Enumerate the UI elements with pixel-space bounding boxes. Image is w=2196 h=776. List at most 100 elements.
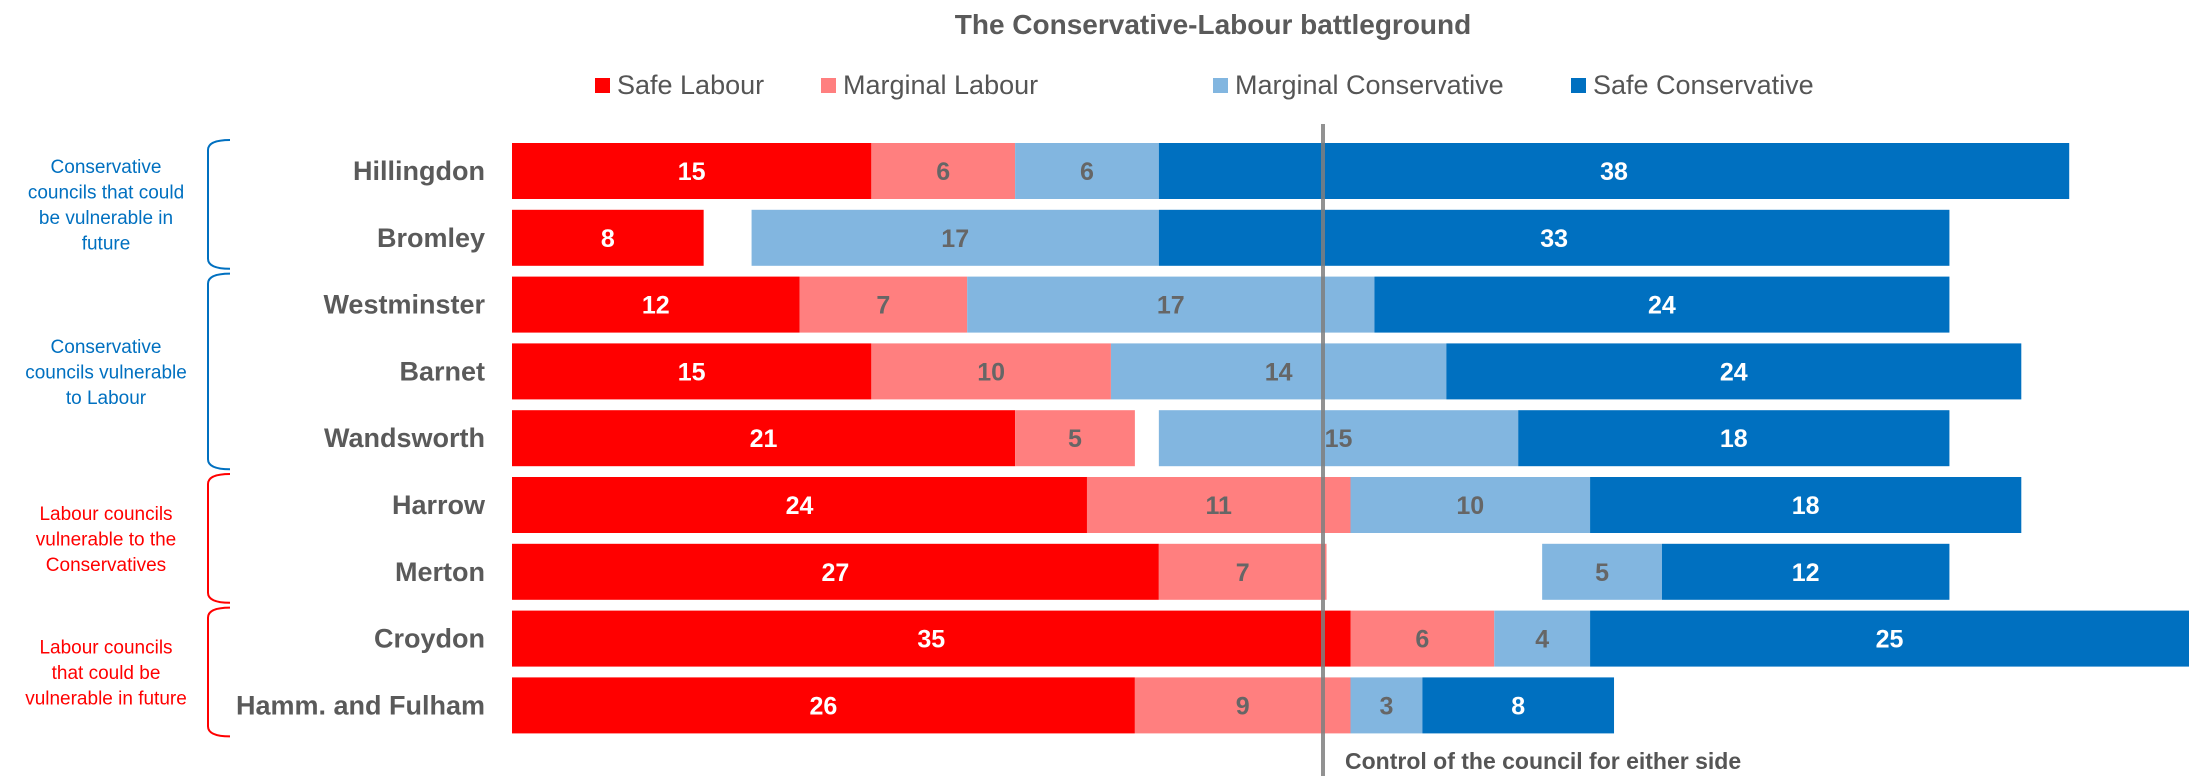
group-2: Conservative councils vulnerable to Labour (25, 272, 231, 471)
bar-value-label: 4 (1535, 626, 1549, 654)
legend-item-marginal-labour: Marginal Labour (821, 70, 1038, 100)
bar-value-label: 18 (1792, 492, 1820, 520)
group-4: Labour councils that could be vulnerable i… (25, 606, 231, 738)
bar-westminster-safe-labour (512, 276, 800, 333)
bar-value-label: 6 (936, 158, 950, 186)
bar-value-label: 8 (1511, 692, 1525, 720)
bar-hamm-and-fulham-safe-labour (512, 677, 1135, 734)
group-label: Conservative councils vulnerable to Labour (25, 337, 187, 409)
bar-value-label: 24 (1648, 292, 1676, 320)
bar-hamm-and-fulham-safe-conservative (1422, 677, 1615, 734)
legend-label: Safe Labour (617, 70, 764, 100)
bar-barnet-safe-labour (512, 343, 872, 400)
group-label: Labour councils vulnerable to the Conserva… (36, 504, 177, 576)
bar-wandsworth-safe-labour (512, 410, 1016, 467)
bar-value-label: 35 (917, 626, 945, 654)
group-1: Conservative councils that could be vulner… (28, 139, 231, 270)
row-label-bromley: Bromley (377, 223, 485, 253)
bar-bromley-marginal-conservative (751, 209, 1159, 266)
bar-value-label: 24 (786, 492, 814, 520)
bar-row-westminster: 12 7 17 24 (512, 276, 1950, 333)
bar-value-label: 27 (822, 559, 850, 587)
bar-row-merton: 27 7 5 12 (512, 543, 1950, 600)
bar-westminster-marginal-conservative (967, 276, 1375, 333)
legend-label: Marginal Labour (843, 70, 1038, 100)
group-bracket (207, 606, 231, 738)
group-bracket (207, 139, 231, 270)
bar-harrow-safe-conservative (1590, 477, 2022, 533)
group-annotations: Conservative councils that could be vulner… (25, 139, 231, 738)
group-label: Labour councils that could be vulnerable i… (25, 638, 187, 710)
bar-row-harrow: 24 11 10 18 (512, 477, 2022, 533)
bar-hillingdon-safe-labour (512, 143, 872, 199)
bar-value-label: 21 (750, 425, 778, 453)
bar-value-label: 5 (1068, 425, 1082, 453)
row-label-merton: Merton (395, 557, 485, 587)
bar-value-label: 10 (1456, 492, 1484, 520)
bar-value-label: 18 (1720, 425, 1748, 453)
bar-barnet-marginal-conservative (1110, 343, 1447, 400)
bar-croydon-marginal-labour (1350, 610, 1495, 667)
bar-westminster-safe-conservative (1374, 276, 1950, 333)
row-label-hillingdon: Hillingdon (353, 156, 485, 186)
bar-value-label: 17 (1157, 292, 1185, 320)
legend-label: Safe Conservative (1593, 70, 1814, 100)
legend-swatch (1571, 78, 1586, 93)
bar-value-label: 38 (1600, 158, 1628, 186)
legend-swatch (1213, 78, 1228, 93)
legend: Safe Labour Marginal Labour Marginal Conse… (595, 70, 1814, 100)
bar-row-croydon: 35 6 4 25 (512, 610, 2189, 667)
bar-row-hillingdon: 15 6 6 38 (512, 143, 2070, 199)
bar-wandsworth-marginal-labour (1015, 410, 1135, 467)
legend-item-safe-labour: Safe Labour (595, 70, 764, 100)
bar-row-hamm-and-fulham: 26 9 3 8 (512, 677, 1615, 734)
bar-harrow-marginal-labour (1086, 477, 1351, 533)
bar-barnet-marginal-labour (871, 343, 1111, 400)
bar-row-barnet: 15 10 14 24 (512, 343, 2022, 400)
bar-hillingdon-marginal-conservative (1015, 143, 1159, 199)
bar-value-label: 24 (1720, 358, 1748, 386)
group-bracket (207, 272, 231, 471)
bar-value-label: 3 (1379, 692, 1393, 720)
bar-value-label: 15 (678, 158, 706, 186)
bar-hillingdon-safe-conservative (1158, 143, 2070, 199)
bar-value-label: 26 (810, 692, 838, 720)
row-labels: Hillingdon Bromley Westminster Barnet Wandsw… (236, 156, 486, 720)
bar-barnet-safe-conservative (1446, 343, 2022, 400)
row-label-wandsworth: Wandsworth (324, 423, 485, 453)
bar-value-label: 5 (1595, 559, 1609, 587)
chart-title: The Conservative-Labour battleground (955, 9, 1472, 40)
bar-value-label: 6 (1080, 158, 1094, 186)
bar-value-label: 7 (1236, 559, 1250, 587)
bar-value-label: 14 (1265, 358, 1293, 386)
bar-value-label: 12 (1792, 559, 1820, 587)
row-label-harrow: Harrow (392, 490, 486, 520)
bar-value-label: 15 (1325, 425, 1353, 453)
legend-swatch (595, 78, 610, 93)
group-3: Labour councils vulnerable to the Conserva… (36, 473, 231, 604)
bar-wandsworth-marginal-conservative (1158, 410, 1519, 467)
legend-item-safe-conservative: Safe Conservative (1571, 70, 1814, 100)
group-label: Conservative councils that could be vulner… (28, 157, 184, 255)
legend-label: Marginal Conservative (1235, 70, 1504, 100)
bar-value-label: 15 (678, 358, 706, 386)
bar-row-bromley: 8 17 33 (512, 209, 1950, 266)
bar-bromley-safe-labour (512, 209, 704, 266)
bar-harrow-marginal-conservative (1350, 477, 1591, 533)
bar-value-label: 17 (941, 225, 969, 253)
bar-value-label: 33 (1540, 225, 1568, 253)
bar-croydon-marginal-conservative (1494, 610, 1591, 667)
row-label-croydon: Croydon (374, 624, 485, 654)
bar-row-wandsworth: 21 5 15 18 (512, 410, 1950, 467)
bar-value-label: 7 (876, 292, 890, 320)
bar-hillingdon-marginal-labour (871, 143, 1016, 199)
bar-value-label: 9 (1236, 692, 1250, 720)
bar-harrow-safe-labour (512, 477, 1087, 533)
bar-value-label: 6 (1415, 626, 1429, 654)
legend-item-marginal-conservative: Marginal Conservative (1213, 70, 1504, 100)
bar-value-label: 11 (1206, 492, 1233, 520)
bar-westminster-marginal-labour (799, 276, 968, 333)
bar-value-label: 10 (977, 358, 1005, 386)
bar-merton-safe-conservative (1661, 543, 1950, 600)
